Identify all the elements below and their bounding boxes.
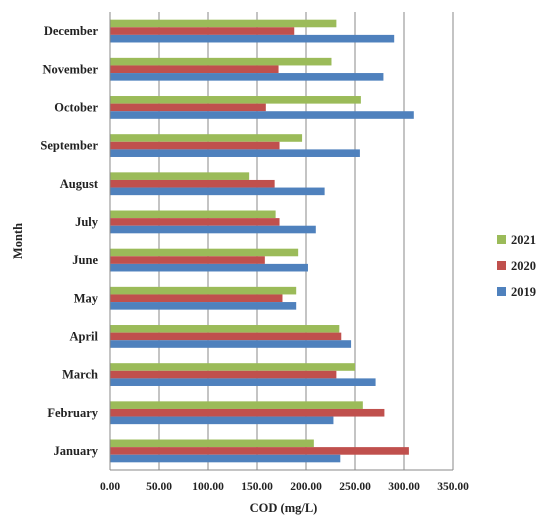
bar-2021-july [110,210,276,219]
category-label: May [74,291,99,305]
bar-2019-march [110,378,376,386]
x-tick-label: 100.00 [192,481,224,493]
bar-2021-may [110,286,297,295]
bar-2019-november [110,73,384,81]
x-tick-label: 250.00 [339,481,371,493]
bar-2019-may [110,302,297,310]
bar-2019-february [110,416,334,425]
bar-2020-july [110,218,280,226]
bar-2020-september [110,141,280,150]
x-tick-label: 200.00 [290,481,322,493]
x-tick-label: 0.00 [100,481,120,493]
bar-2019-october [110,111,414,119]
bar-2021-november [110,57,332,66]
bar-2020-april [110,332,342,341]
bar-2020-august [110,179,275,188]
x-tick-labels: 0.00 50.00 100.00 150.00 200.00 250.00 300.00 3… [100,481,469,493]
category-label: October [54,100,98,114]
bar-2021-june [110,248,299,257]
bar-2019-september [110,149,360,157]
bar-2021-march [110,363,355,371]
bar-2021-august [110,172,250,180]
bar-2020-october [110,103,266,112]
bar-2021-december [110,19,337,28]
x-tick-label: 300.00 [388,481,420,493]
x-axis-title: COD (mg/L) [250,501,318,515]
bar-2020-february [110,408,385,417]
category-label: September [40,139,98,153]
bar-2020-december [110,27,295,35]
bar-2021-april [110,325,340,333]
bar-2020-may [110,294,283,303]
category-label: August [60,177,99,191]
bar-2020-june [110,256,265,264]
bar-2021-september [110,134,303,142]
category-label: November [42,62,98,76]
bar-2019-april [110,340,352,348]
category-labels: January February March April May June July Augu… [40,24,98,458]
bar-2019-july [110,225,316,234]
legend-label-2019: 2019 [511,285,536,299]
bar-2019-june [110,263,308,272]
legend-label-2021: 2021 [511,233,536,247]
bar-2021-january [110,439,314,448]
category-label: January [54,444,99,458]
legend-label-2020: 2020 [511,259,536,273]
legend-swatch-2020 [497,261,506,270]
bar-2020-november [110,65,279,74]
category-label: February [47,406,98,420]
legend: 2021 2020 2019 [497,233,536,299]
bar-2021-february [110,401,363,409]
x-tick-label: 50.00 [146,481,172,493]
y-axis-title: Month [11,223,25,259]
bar-2020-january [110,447,409,455]
bar-2019-december [110,34,395,43]
x-tick-label: 350.00 [437,481,469,493]
category-label: April [70,329,99,343]
bar-2020-march [110,370,337,379]
category-label: July [75,215,99,229]
category-label: June [72,253,98,267]
bar-2019-january [110,454,341,463]
legend-swatch-2019 [497,287,506,296]
grid-lines [158,12,454,470]
legend-swatch-2021 [497,235,506,244]
bars [110,19,414,463]
category-label: March [62,368,98,382]
bar-2021-october [110,96,361,104]
category-label: December [44,24,99,38]
bar-2019-august [110,187,325,196]
x-tick-label: 150.00 [241,481,273,493]
